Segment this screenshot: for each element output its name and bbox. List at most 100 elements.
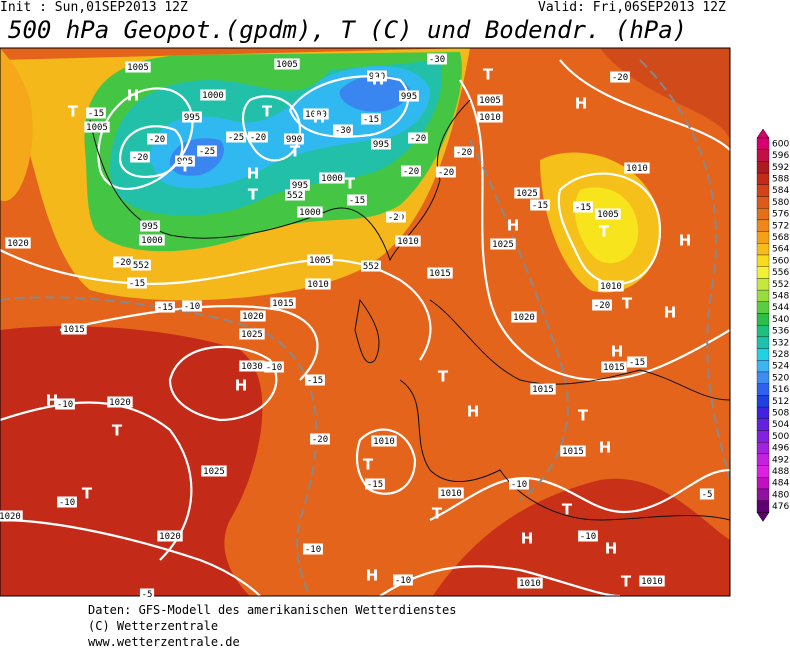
contour-label: 995 [292,181,308,191]
footer-source: Daten: GFS-Modell des amerikanischen Wet… [88,603,457,617]
label-box [226,131,246,143]
coastlines [89,99,730,521]
contour-label: 1005 [127,63,149,73]
colorbar-label: 572 [772,221,789,231]
contour-label: -20 [456,148,472,158]
colorbar-swatch [756,348,770,361]
contour-label: -10 [184,302,200,312]
contour-label: 1025 [241,330,263,340]
label-box [157,530,183,542]
pressure-center: T [432,505,443,523]
contour-label: 1010 [307,280,329,290]
contour-label: -20 [250,133,266,143]
pressure-center: T [180,158,191,176]
pressure-center: T [68,103,79,121]
contour-label: 1025 [492,240,514,250]
contour-label: -10 [395,576,411,586]
label-box [270,297,296,309]
label-box [361,113,381,125]
contour-label: -5 [142,590,153,600]
colorbar-label: 600 [772,139,789,149]
label-box [490,238,516,250]
contour-label: -25 [228,133,244,143]
contour-label: 1025 [203,467,225,477]
colorbar-label: 584 [772,186,789,196]
colorbar-swatch [756,442,770,455]
pressure-center: T [112,422,123,440]
contour-label: -10 [59,498,75,508]
colorbar-swatch [756,278,770,291]
contour-label: -20 [115,258,131,268]
colorbar-swatch [756,325,770,338]
label-box [367,70,387,82]
label-box [427,53,447,65]
pressure-center: T [562,501,573,519]
colorbar-swatch [756,406,770,419]
contour-label: -20 [132,153,148,163]
label-box [86,107,106,119]
label-box [454,146,474,158]
colorbar-label: 568 [772,233,789,243]
colorbar-label: 548 [772,291,789,301]
label-box [509,478,529,490]
label-box [601,361,627,373]
contour-label: 552 [363,262,379,272]
isobars [0,59,730,596]
label-box [5,237,31,249]
colorbar-label: 524 [772,362,789,372]
colorbar-swatch [756,477,770,490]
colorbar-swatch [756,219,770,232]
colorbar-swatch [756,336,770,349]
label-box [560,445,586,457]
pressure-center: H [605,540,618,558]
contour-label: 1020 [513,313,535,323]
pressure-center: H [366,567,379,585]
pressure-center: H [127,87,140,105]
contour-label: 1015 [532,385,554,395]
label-box [624,162,650,174]
isotherms [0,59,730,596]
contour-label: 1000 [202,91,224,101]
colorbar-swatch [756,430,770,443]
contour-label: 1005 [86,123,108,133]
colorbar-swatch [756,371,770,384]
label-box [365,478,385,490]
contour-label: 1000 [321,174,343,184]
contour-label: -15 [532,201,548,211]
colorbar-label: 528 [772,350,789,360]
colorbar-swatch [756,149,770,162]
colorbar-label: 500 [772,432,789,442]
pressure-center: T [622,295,633,313]
pressure-center: T [345,175,356,193]
label-box [140,220,160,232]
label-box [371,435,397,447]
colorbar-label: 508 [772,408,789,418]
pressure-center: H [611,343,624,361]
label-box [197,145,217,157]
label-box [240,310,266,322]
colorbar-swatch [756,172,770,185]
contour-label: 1020 [159,532,181,542]
pressure-center: T [483,66,494,84]
label-box [627,356,647,368]
contour-label: -20 [149,135,165,145]
label-box [310,433,330,445]
pressure-center: T [262,103,273,121]
contour-label: 1030 [241,362,263,372]
label-box [573,201,593,213]
colorbar-swatch [756,360,770,373]
contour-label: 1000 [305,110,327,120]
label-box [61,323,87,335]
colorbar-label: 536 [772,327,789,337]
label-box [125,61,151,73]
label-box [303,543,323,555]
colorbar-label: 564 [772,245,789,255]
pressure-center: T [578,407,589,425]
label-box [274,58,300,70]
colorbar-label: 496 [772,444,789,454]
colorbar-label: 484 [772,479,789,489]
pressure-center: H [507,217,520,235]
label-box [639,575,665,587]
contour-label: 1005 [479,96,501,106]
pressure-center: H [313,109,326,127]
